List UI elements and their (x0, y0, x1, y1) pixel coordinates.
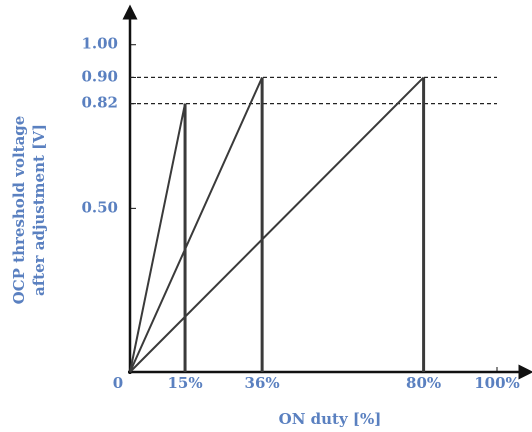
y-tick-label: 0.50 (81, 198, 118, 216)
y-axis-label: OCP threshold voltage after adjustment [V… (10, 116, 48, 305)
x-tick-label: 0 (113, 374, 123, 392)
y-axis-label-line: after adjustment [V] (30, 124, 48, 296)
y-tick-label: 1.00 (81, 35, 118, 53)
x-tick-label: 80% (406, 374, 441, 392)
x-tick-label: 36% (245, 374, 280, 392)
line (129, 103, 187, 373)
y-tick-label: 0.90 (81, 67, 118, 85)
x-tick-label: 100% (474, 374, 520, 392)
y-axis-label-line: OCP threshold voltage (10, 116, 28, 305)
line (129, 76, 425, 373)
x-axis-label: ON duty [%] (279, 410, 382, 428)
y-tick-label: 0.82 (81, 94, 118, 112)
line (129, 77, 264, 373)
x-tick-label: 15% (167, 374, 202, 392)
